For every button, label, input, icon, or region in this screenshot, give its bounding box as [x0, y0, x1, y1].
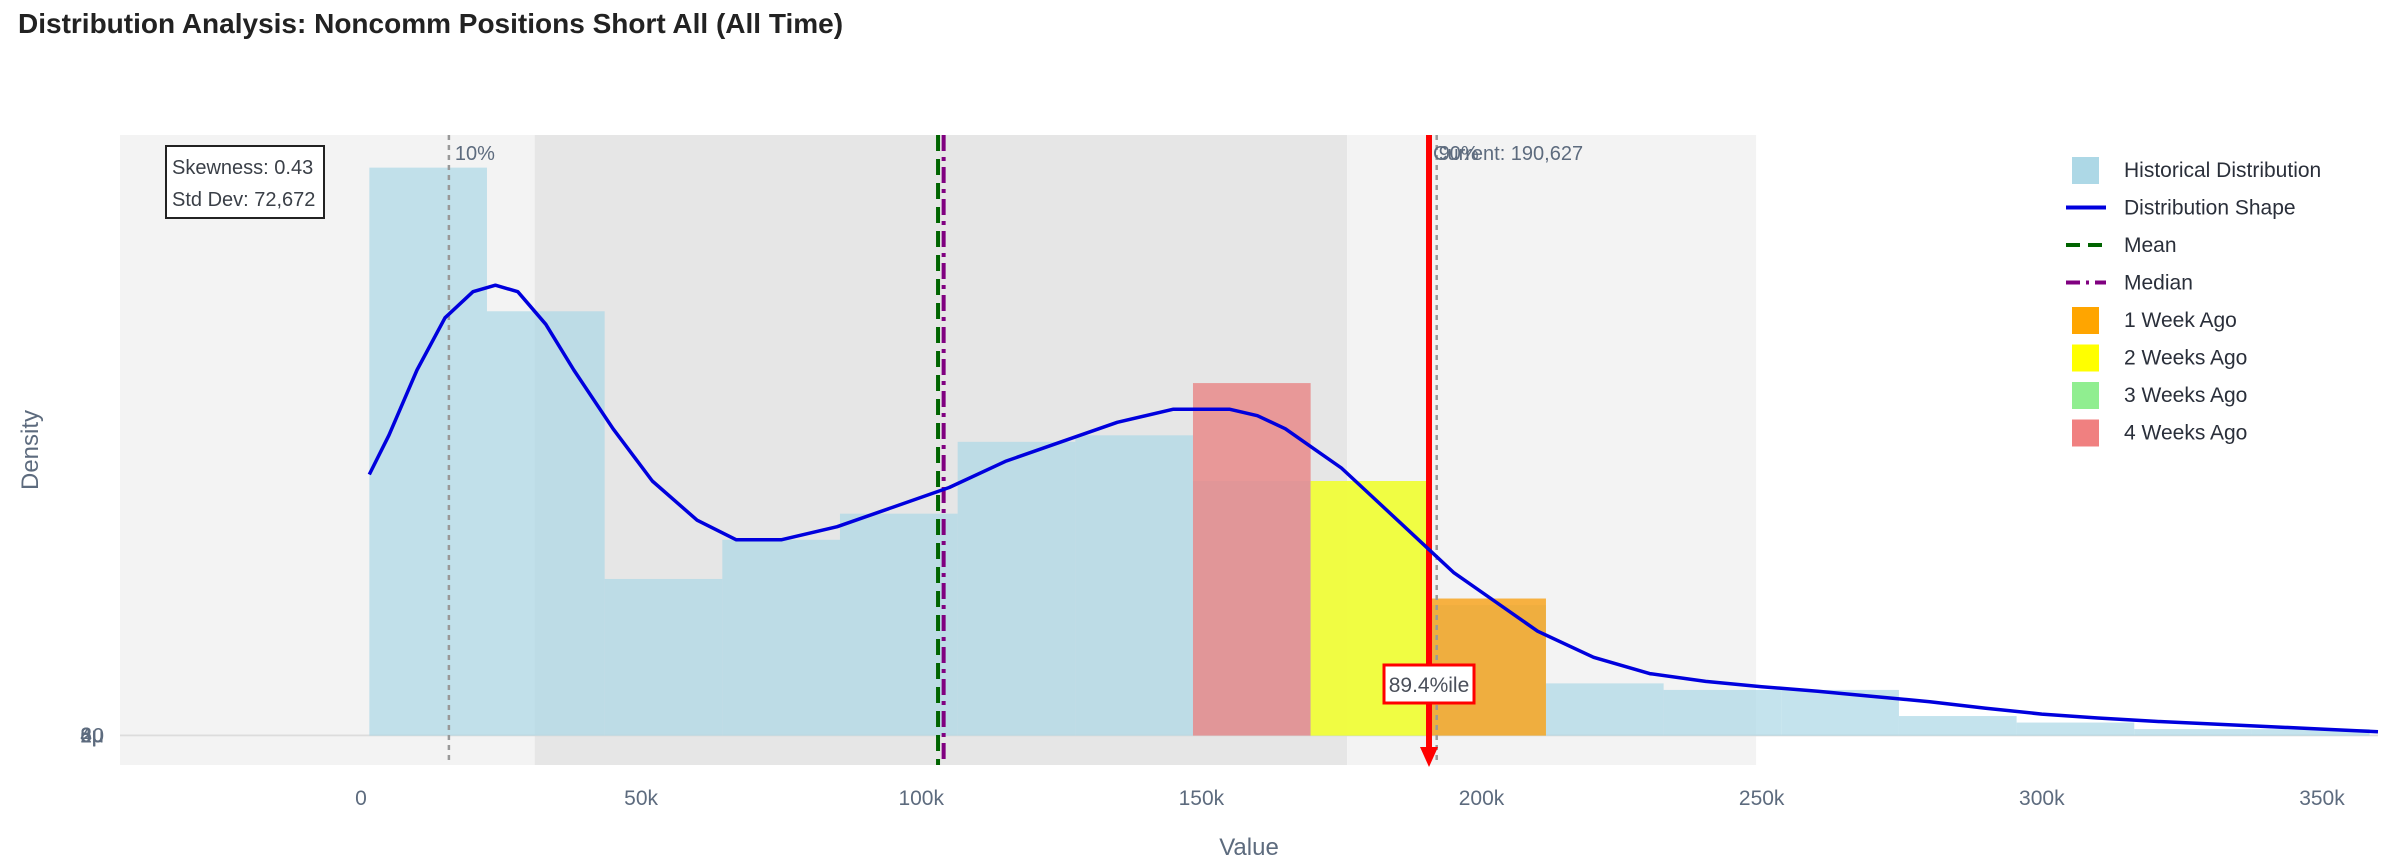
- std-dev-label: Std Dev: 72,672: [172, 189, 315, 211]
- x-tick-label: 200k: [1459, 787, 1505, 810]
- annotations: 10% 90%Current: 190,627 89.4%ile Skewness: …: [165, 143, 1583, 705]
- legend-swatch: [2072, 344, 2099, 372]
- p10-label: 10%: [455, 143, 495, 165]
- legend-item: 3 Weeks Ago: [2072, 382, 2247, 409]
- legend-item: 4 Weeks Ago: [2072, 419, 2247, 447]
- histogram-bar: [369, 167, 487, 736]
- legend-swatch: [2072, 382, 2099, 409]
- legend-item: Distribution Shape: [2066, 197, 2296, 220]
- legend-label: 1 Week Ago: [2124, 309, 2237, 332]
- histogram-bar: [2134, 729, 2252, 736]
- legend-label: 3 Weeks Ago: [2124, 384, 2247, 407]
- stats-box: [165, 145, 325, 219]
- legend-item: 2 Weeks Ago: [2072, 344, 2247, 372]
- x-axis-title: Value: [1219, 834, 1279, 861]
- y-tick-label: 2μ: [80, 724, 104, 747]
- x-tick-label: 250k: [1739, 787, 1785, 810]
- percentile-box: [1382, 663, 1476, 705]
- y-tick-label: 6μ: [80, 724, 104, 747]
- current-label: Current: 190,627: [1433, 143, 1583, 165]
- histogram-bar: [2016, 722, 2135, 736]
- y-tick-label: 4μ: [80, 724, 104, 747]
- legend-swatch: [2072, 157, 2099, 184]
- chart-title: Distribution Analysis: Noncomm Positions…: [18, 8, 844, 39]
- legend-item: Historical Distribution: [2072, 157, 2321, 184]
- axes: 0 50k 100k 150k 200k 250k 300k 350k02μ4μ6μ8μVal…: [17, 410, 2345, 861]
- legend-label: Median: [2124, 272, 2193, 295]
- histogram-bar: [1545, 683, 1664, 736]
- histogram-bar: [2251, 729, 2370, 736]
- kde-curve: [367, 283, 2379, 734]
- kde-line: [367, 283, 2379, 734]
- histogram-bar: [604, 578, 723, 736]
- legend-label: Mean: [2124, 234, 2177, 257]
- legend-item: 1 Week Ago: [2072, 307, 2237, 334]
- legend-item: Median: [2066, 272, 2193, 295]
- legend-label: 4 Weeks Ago: [2124, 422, 2247, 445]
- histogram-bar: [957, 441, 1076, 736]
- legend-swatch: [2072, 419, 2099, 447]
- histogram-bar: [486, 311, 605, 736]
- skewness-label: Skewness: 0.43: [172, 157, 313, 179]
- histogram-bar: [1075, 435, 1193, 736]
- legend-item: Mean: [2066, 234, 2177, 257]
- current-arrow: [1420, 747, 1439, 767]
- legend-label: Distribution Shape: [2124, 197, 2296, 220]
- x-tick-label: 0: [355, 787, 367, 810]
- reference-lines: [447, 135, 1439, 767]
- y-tick-label: 0: [92, 725, 104, 748]
- x-tick-label: 350k: [2299, 787, 2345, 810]
- y-axis-title: Density: [17, 410, 44, 490]
- weeks-ago-bar: [1192, 383, 1311, 736]
- percentile-label: 89.4%ile: [1389, 674, 1470, 697]
- x-tick-label: 100k: [898, 787, 944, 810]
- y-tick-label: 8μ: [80, 724, 104, 747]
- legend-swatch: [2072, 307, 2099, 334]
- histogram-bar: [1898, 716, 2017, 736]
- x-tick-label: 50k: [624, 787, 658, 810]
- legend: Historical Distribution Distribution Shap…: [2066, 157, 2321, 447]
- x-tick-label: 150k: [1179, 787, 1225, 810]
- legend-label: Historical Distribution: [2124, 159, 2321, 182]
- histogram-bar: [722, 539, 840, 736]
- histogram-bar: [1663, 689, 1782, 736]
- p90-label: 90%: [1439, 143, 1479, 165]
- x-tick-label: 300k: [2019, 787, 2065, 810]
- legend-label: 2 Weeks Ago: [2124, 347, 2247, 370]
